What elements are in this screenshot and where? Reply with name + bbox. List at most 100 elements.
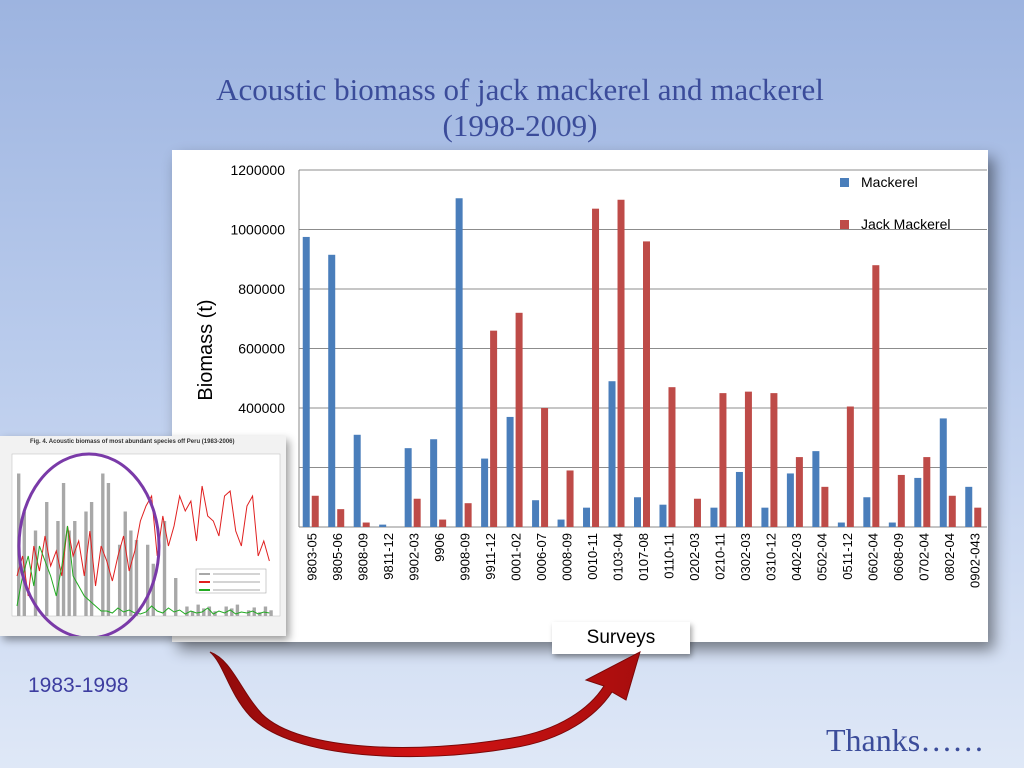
- bar-jack-mackerel: [719, 393, 727, 527]
- bar-jack-mackerel: [744, 391, 752, 527]
- inset-bar: [263, 606, 268, 616]
- x-tick-label: 9808-09: [356, 533, 371, 581]
- x-tick-label: 0107-08: [636, 533, 651, 581]
- inset-bar: [56, 521, 60, 616]
- bar-mackerel: [532, 500, 540, 527]
- bar-jack-mackerel: [617, 199, 625, 527]
- bar-jack-mackerel: [592, 208, 600, 528]
- inset-bar: [117, 544, 122, 616]
- bar-jack-mackerel: [974, 507, 982, 527]
- x-tick-label: 0902-043: [967, 533, 982, 588]
- bar-mackerel: [302, 236, 310, 527]
- inset-bar: [185, 606, 189, 616]
- x-tick-label: 0402-03: [789, 533, 804, 581]
- bar-mackerel: [914, 477, 922, 527]
- inset-bar: [230, 608, 234, 616]
- bar-mackerel: [404, 448, 412, 527]
- y-axis-title: Biomass (t): [195, 299, 217, 400]
- bar-jack-mackerel: [490, 330, 498, 527]
- legend-label: Mackerel: [861, 174, 918, 190]
- x-tick-label: 0702-04: [916, 533, 931, 581]
- x-tick-label: 9803-05: [305, 533, 320, 581]
- x-tick-label: 0210-11: [712, 533, 727, 580]
- inset-bar: [45, 502, 49, 616]
- x-tick-label: 0110-11: [661, 533, 676, 579]
- bar-mackerel: [430, 439, 438, 527]
- inset-bar: [106, 483, 111, 616]
- y-tick-label: 1200000: [230, 162, 285, 178]
- inset-figure: Fig. 4. Acoustic biomass of most abundan…: [0, 436, 286, 640]
- inset-bar: [246, 610, 251, 616]
- x-tick-label: 0502-04: [814, 533, 829, 581]
- inset-bar: [123, 511, 127, 616]
- bar-jack-mackerel: [846, 406, 854, 527]
- bar-mackerel: [939, 418, 947, 527]
- slide-title: Acoustic biomass of jack mackerel and ma…: [120, 72, 920, 144]
- inset-bar: [73, 521, 77, 616]
- x-tick-label: 0202-03: [687, 533, 702, 581]
- inset-bar: [151, 563, 155, 616]
- x-tick-label: 9906: [432, 533, 447, 562]
- x-tick-label: 9908-09: [458, 533, 473, 581]
- legend-label: Jack Mackerel: [861, 216, 950, 232]
- bar-jack-mackerel: [541, 408, 549, 527]
- inset-line-red: [16, 485, 270, 597]
- bar-mackerel: [634, 497, 641, 527]
- bar-jack-mackerel: [643, 241, 650, 527]
- inset-bar: [129, 530, 133, 616]
- inset-line-green: [16, 525, 270, 615]
- bar-mackerel: [608, 381, 616, 527]
- slide-title-line2: (1998-2009): [442, 108, 598, 143]
- bar-mackerel: [328, 254, 336, 527]
- bar-jack-mackerel: [515, 312, 523, 527]
- inset-title: Fig. 4. Acoustic biomass of most abundan…: [30, 439, 235, 445]
- bar-jack-mackerel: [693, 498, 701, 527]
- y-tick-label: 800000: [238, 281, 285, 297]
- y-tick-label: 600000: [238, 341, 285, 357]
- bar-jack-mackerel: [821, 486, 829, 527]
- inset-bar: [22, 511, 26, 616]
- x-tick-label: 0802-04: [942, 533, 957, 581]
- inset-bar: [89, 502, 94, 616]
- bar-mackerel: [837, 522, 845, 527]
- inset-bar: [207, 606, 212, 616]
- bar-jack-mackerel: [311, 495, 319, 527]
- x-tick-label: 0310-12: [763, 533, 778, 581]
- slide-title-line1: Acoustic biomass of jack mackerel and ma…: [216, 72, 824, 107]
- x-tick-label: 0006-07: [534, 533, 549, 581]
- x-tick-label: 0010-11: [585, 533, 600, 580]
- bar-jack-mackerel: [566, 470, 574, 527]
- bar-jack-mackerel: [362, 522, 370, 527]
- x-tick-label: 0302-03: [738, 533, 753, 581]
- inset-bar: [235, 604, 240, 616]
- bar-jack-mackerel: [413, 498, 421, 527]
- bar-jack-mackerel: [464, 503, 472, 527]
- x-axis-title: Surveys: [552, 622, 690, 654]
- curved-arrow-body: [209, 651, 641, 758]
- bar-mackerel: [481, 458, 489, 527]
- inset-bar: [61, 483, 66, 616]
- bar-jack-mackerel: [439, 519, 447, 527]
- inset-bar: [190, 611, 195, 616]
- x-tick-label: 9902-03: [407, 533, 422, 581]
- bar-jack-mackerel: [795, 457, 803, 527]
- bar-mackerel: [659, 504, 667, 527]
- bar-jack-mackerel: [923, 457, 931, 527]
- bar-jack-mackerel: [337, 509, 345, 527]
- period-label: 1983-1998: [28, 674, 129, 697]
- x-tick-label: 0008-09: [560, 533, 575, 581]
- bar-jack-mackerel: [668, 387, 676, 527]
- legend-swatch: [840, 178, 849, 187]
- bar-mackerel: [379, 524, 387, 527]
- bar-mackerel: [710, 507, 718, 527]
- x-tick-label: 9805-06: [330, 533, 345, 581]
- inset-bar: [134, 540, 139, 616]
- x-tick-label: 0001-02: [509, 533, 524, 581]
- bar-mackerel: [557, 519, 565, 527]
- inset-bar: [202, 608, 206, 616]
- inset-bar: [67, 530, 71, 616]
- chart-panel: 1200000 1000000 800000 600000 400000 Biomass …: [172, 150, 988, 642]
- bar-mackerel: [353, 434, 361, 527]
- inset-chart-image: [11, 452, 281, 640]
- inset-bar: [101, 473, 105, 616]
